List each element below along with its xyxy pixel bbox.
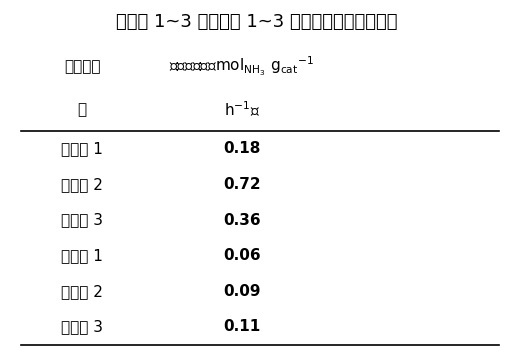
Text: 实施例 1: 实施例 1 [61, 141, 103, 156]
Text: 实施例 3: 实施例 3 [61, 213, 103, 228]
Text: 0.06: 0.06 [223, 248, 261, 263]
Text: 实施例 2: 实施例 2 [61, 177, 103, 192]
Text: 号: 号 [78, 102, 87, 117]
Text: 对比例 1: 对比例 1 [61, 248, 103, 263]
Text: 实施例 1~3 和对比例 1~3 催化剂性能结果对照表: 实施例 1~3 和对比例 1~3 催化剂性能结果对照表 [116, 13, 398, 31]
Text: 对比例 3: 对比例 3 [61, 320, 103, 334]
Text: 对比例 2: 对比例 2 [61, 284, 103, 299]
Text: 0.72: 0.72 [223, 177, 261, 192]
Text: 0.11: 0.11 [223, 320, 260, 334]
Text: 催化剂标: 催化剂标 [64, 59, 101, 74]
Text: 0.36: 0.36 [223, 213, 261, 228]
Text: 0.09: 0.09 [223, 284, 260, 299]
Text: 0.18: 0.18 [223, 141, 260, 156]
Text: 出口氨速率（mol$_{\rm NH_3}$ g$_{\rm cat}$$^{-1}$: 出口氨速率（mol$_{\rm NH_3}$ g$_{\rm cat}$$^{-… [169, 55, 314, 78]
Text: h$^{-1}$）: h$^{-1}$） [224, 100, 260, 119]
